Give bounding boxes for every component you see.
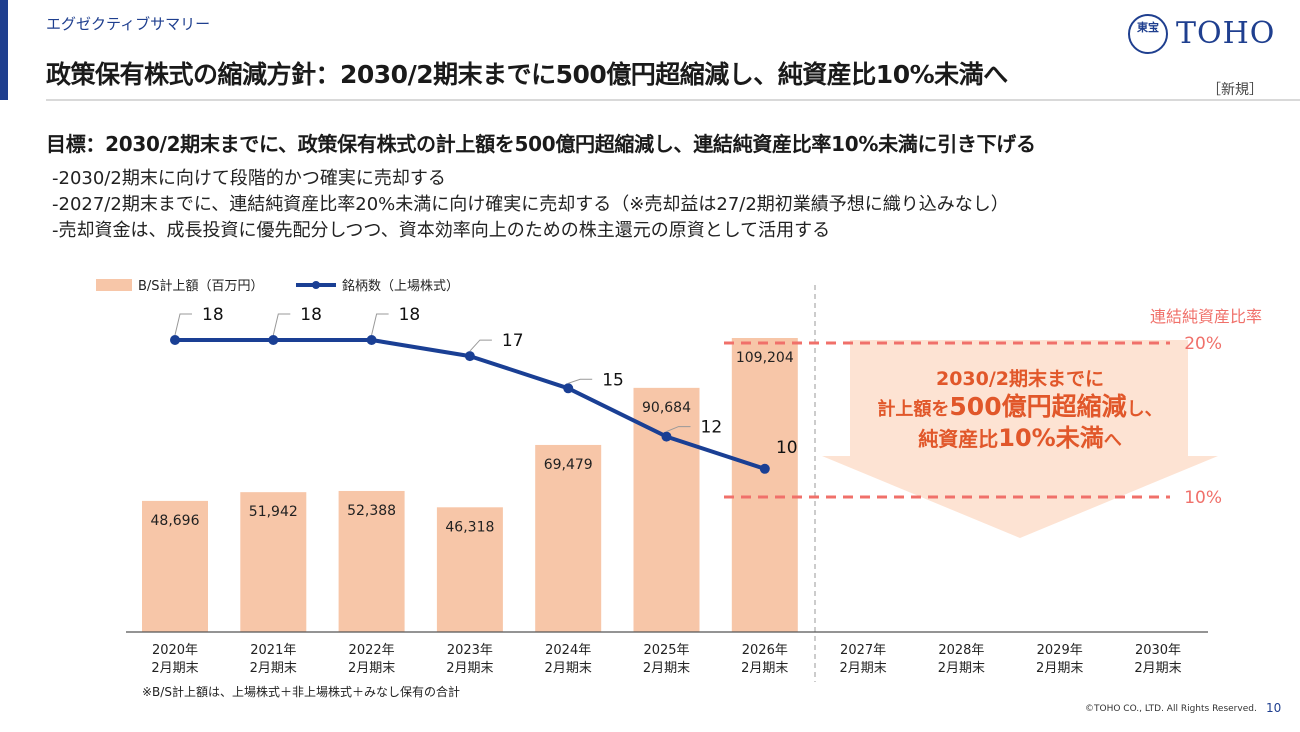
accent-bar (0, 0, 8, 100)
x-tick-label: 2020年 (152, 643, 198, 658)
x-tick-label: 2026年 (742, 643, 788, 658)
x-tick-label: 2月期末 (839, 661, 886, 676)
line-value-label: 12 (701, 418, 723, 438)
toho-logo: 東宝 TOHO (1128, 14, 1288, 58)
x-tick-label: 2月期末 (643, 661, 690, 676)
bullet-item: -2027/2期末までに、連結純資産比率20%未満に向け確実に売却する（※売却益… (52, 194, 1009, 215)
line-value-label: 18 (399, 305, 421, 325)
x-tick-label: 2029年 (1037, 643, 1083, 658)
goal-statement: 目標：2030/2期末までに、政策保有株式の計上額を500億円超縮減し、連結純資… (46, 132, 1036, 156)
bar (240, 492, 307, 632)
ratio-line-label: 10% (1184, 488, 1222, 508)
legend-marker-line (312, 281, 320, 289)
x-tick-label: 2023年 (447, 643, 493, 658)
x-tick-label: 2月期末 (938, 661, 985, 676)
x-tick-label: 2月期末 (1036, 661, 1083, 676)
header-divider (46, 99, 1300, 101)
line-value-label: 17 (502, 331, 524, 351)
logo-seal-icon: 東宝 (1128, 14, 1168, 54)
x-tick-label: 2024年 (545, 643, 591, 658)
bar (436, 507, 503, 632)
leader-line (371, 313, 389, 336)
x-tick-label: 2030年 (1135, 643, 1181, 658)
x-tick-label: 2月期末 (545, 661, 592, 676)
leader-line (174, 313, 192, 336)
target-text-line: 2030/2期末までに (936, 367, 1104, 390)
legend-swatch-bar (96, 279, 132, 291)
ratio-line-label: 20% (1184, 334, 1222, 354)
line-value-label: 15 (602, 370, 624, 390)
logo-wordmark: TOHO (1176, 16, 1276, 51)
line-point (366, 335, 377, 345)
bar-value-label: 51,942 (249, 504, 298, 520)
target-text-line: 純資産比10%未満へ (918, 424, 1121, 452)
line-point (759, 463, 770, 474)
target-arrow-shape (822, 340, 1218, 538)
bar-value-label: 46,318 (445, 519, 494, 535)
x-tick-label: 2月期末 (741, 661, 788, 676)
x-tick-label: 2月期末 (348, 661, 395, 676)
holdings-chart: B/S計上額（百万円） 銘柄数（上場株式） 48,696 51,942 52,388 46… (96, 278, 1262, 682)
bar-value-label: 48,696 (151, 513, 200, 529)
x-tick-label: 2027年 (840, 643, 886, 658)
ratio-title: 連結純資産比率 (1150, 307, 1262, 326)
line-point (661, 431, 672, 442)
line-point (268, 335, 279, 345)
bar-value-label: 69,479 (544, 457, 593, 473)
section-label: エグゼクティブサマリー (46, 15, 211, 33)
bar (142, 500, 208, 632)
x-tick-label: 2022年 (349, 643, 395, 658)
bar-value-label: 52,388 (347, 503, 396, 519)
page-title: 政策保有株式の縮減方針：2030/2期末までに500億円超縮減し、純資産比10%… (46, 60, 1008, 89)
legend-label-bar: B/S計上額（百万円） (138, 278, 264, 294)
legend-label-line: 銘柄数（上場株式） (342, 279, 459, 294)
line-point (170, 335, 180, 345)
leader-line (272, 313, 291, 336)
line-point (563, 383, 574, 394)
x-tick-label: 2月期末 (446, 661, 493, 676)
line-value-label: 10 (776, 438, 798, 458)
x-tick-label: 2月期末 (1134, 661, 1181, 676)
x-tick-label: 2021年 (250, 643, 296, 658)
bar (633, 387, 700, 632)
target-text-line: 計上額を500億円超縮減し、 (877, 392, 1162, 421)
page-number: 10 (1266, 701, 1282, 715)
bar-value-label: 109,204 (736, 350, 794, 366)
bar (338, 490, 405, 632)
line-point (464, 351, 475, 362)
x-tick-label: 2028年 (938, 643, 984, 658)
x-tick-label: 2月期末 (151, 661, 198, 676)
chart-footnote: ※B/S計上額は、上場株式＋非上場株式＋みなし保有の合計 (142, 685, 460, 699)
bar (731, 338, 798, 632)
leader-line (666, 426, 691, 433)
bullet-item: -2030/2期末に向けて段階的かつ確実に売却する (52, 168, 446, 189)
leader-line (469, 339, 492, 352)
bar (535, 444, 602, 632)
bar-value-label: 90,684 (642, 400, 691, 416)
copyright: ©TOHO CO., LTD. All Rights Reserved. (1085, 704, 1257, 714)
bullet-item: -売却資金は、成長投資に優先配分しつつ、資本効率向上のための株主還元の原資として… (52, 220, 831, 241)
new-tag: ［新規］ (1207, 82, 1263, 98)
x-tick-label: 2月期末 (250, 661, 297, 676)
line-value-label: 18 (300, 305, 322, 325)
leader-line (568, 378, 593, 384)
x-tick-label: 2025年 (643, 643, 689, 658)
line-value-label: 18 (202, 305, 224, 325)
